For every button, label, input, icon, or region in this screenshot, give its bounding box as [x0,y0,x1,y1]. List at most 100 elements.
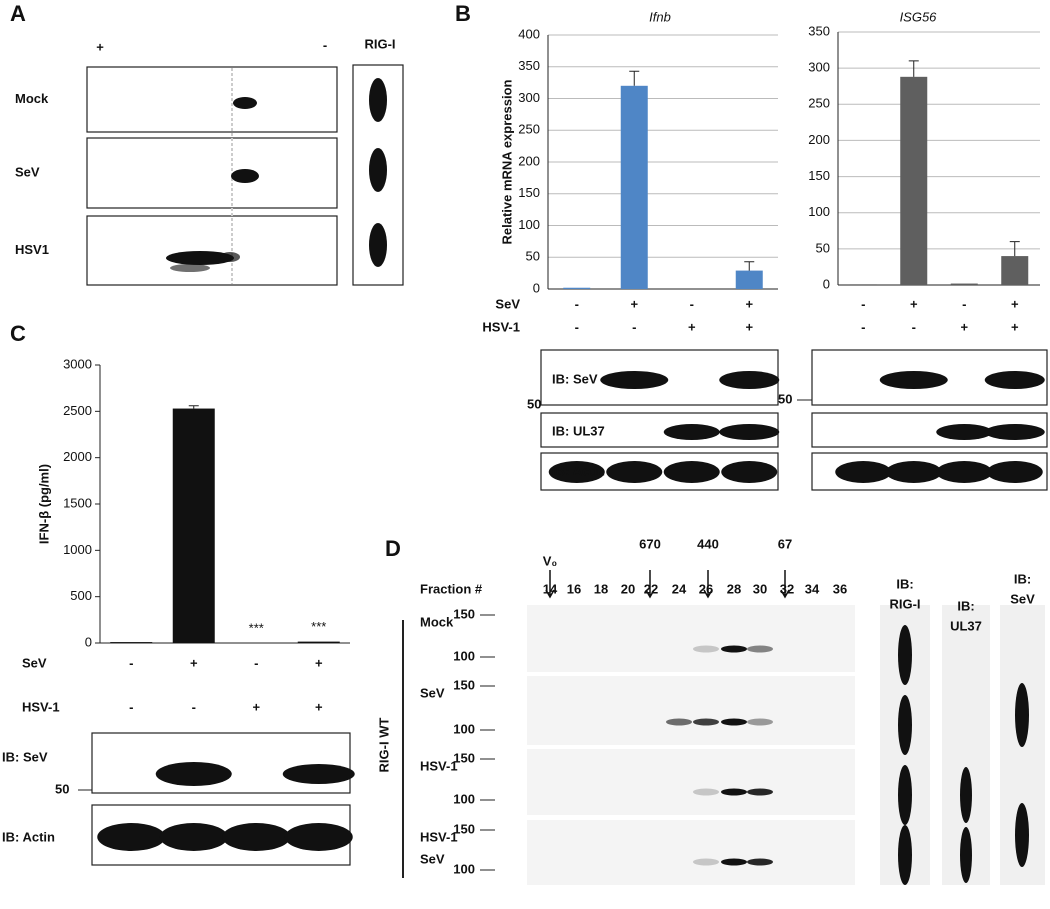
arrow [780,570,790,599]
blot-band [222,823,291,851]
blot-band [885,461,942,483]
blot-band [719,371,780,389]
fraction-number: 32 [780,581,794,596]
blot-band [936,461,993,483]
chart-title: Ifnb [649,9,671,24]
condition-sign: - [129,655,133,670]
condition-sign: + [745,319,753,334]
condition-sign: + [688,319,696,334]
ib-label: SeV [1010,591,1035,606]
blot-band [159,823,228,851]
y-tick-label: 250 [808,96,830,111]
bar [297,641,340,643]
blot-band [986,461,1043,483]
row-label: Mock [15,91,49,106]
blot-label: IB: SeV [552,371,598,386]
blot-band [721,645,747,653]
fraction-number: 34 [805,581,820,596]
condition-sign: + [315,699,323,714]
condition-sign: - [632,319,636,334]
panel-label: A [10,1,26,26]
condition-sign: - [962,296,966,311]
row-label: HSV-1 [420,829,458,844]
blot-band [898,625,912,685]
y-tick-label: 250 [518,122,540,137]
standard-label: 670 [639,536,661,551]
blot-frame [91,732,351,794]
y-tick-label: 1500 [63,495,92,510]
y-axis-label: IFN-β (pg/ml) [36,464,51,544]
blot-frame [527,820,855,885]
y-tick-label: 2000 [63,449,92,464]
condition-sign: + [1011,319,1019,334]
ib-label: IB: [896,576,913,591]
y-tick-label: 3000 [63,356,92,371]
y-axis-label: Relative mRNA expression [499,79,514,244]
condition-sign: - [575,319,579,334]
standard-label: 440 [697,536,719,551]
row-label: SeV [15,164,40,179]
blot-band [369,223,387,267]
blot-band [747,788,773,796]
blot-band [747,718,773,726]
y-tick-label: 150 [808,168,830,183]
blot-band [666,718,692,726]
standard-label: V₀ [543,553,558,568]
blot-band [166,251,234,265]
blot-label: IB: UL37 [552,423,605,438]
blot-band [369,148,387,192]
blot-label: IB: Actin [2,829,55,844]
blot-band [984,424,1045,440]
condition-sign: + [190,655,198,670]
blot-band [898,825,912,885]
blot-band [721,718,747,726]
error-bar [188,405,199,409]
condition-sign: - [254,655,258,670]
group-label: RIG-I WT [376,718,391,773]
blot-band [879,371,948,389]
blot-band [1015,683,1029,747]
condition-sign: - [192,699,196,714]
condition-sign: + [315,655,323,670]
error-bar [629,70,640,86]
y-tick-label: 100 [808,204,830,219]
arrow [703,570,713,599]
blot-frame [86,215,338,286]
blot-band [284,823,353,851]
ib-label: UL37 [950,618,982,633]
condition-label: SeV [495,296,520,311]
condition-sign: - [861,296,865,311]
blot-band [282,764,355,784]
condition-sign: - [861,319,865,334]
blot-band [693,645,719,653]
condition-sign: + [630,296,638,311]
blot-band [97,823,166,851]
blot-band [600,371,669,389]
blot-band [721,788,747,796]
bar [563,287,591,289]
condition-sign: - [129,699,133,714]
fraction-number: 14 [543,581,558,596]
blot-band [721,858,747,866]
blot-band [369,78,387,122]
y-tick-label: 0 [533,280,540,295]
panel-label: D [385,536,401,561]
y-tick-label: 300 [518,90,540,105]
blot-band [719,424,780,440]
standard-label: 67 [778,536,792,551]
blot-band [231,169,259,183]
condition-sign: + [1011,296,1019,311]
blot-frame [86,137,338,209]
y-tick-label: 400 [518,26,540,41]
size-marker: 50 [55,781,69,796]
panel-label: B [455,1,471,26]
size-marker: 150 [453,606,475,621]
y-tick-label: 100 [518,217,540,232]
significance-label: *** [249,620,264,635]
size-marker: 150 [453,677,475,692]
chart-title: ISG56 [900,9,938,24]
bar [1001,256,1029,285]
bar [900,76,928,286]
blot-band [960,827,972,883]
condition-sign: + [252,699,260,714]
